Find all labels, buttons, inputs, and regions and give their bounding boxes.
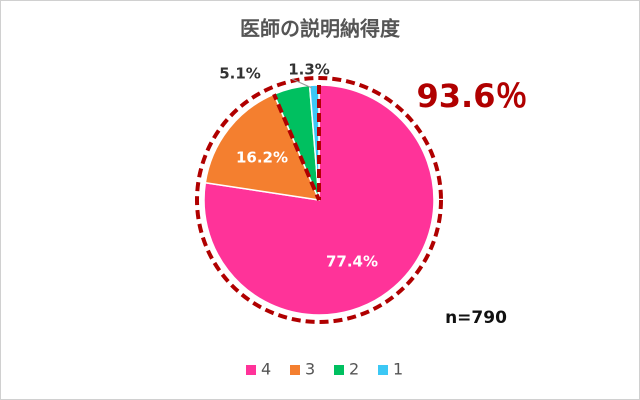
pie-slice	[203, 84, 435, 316]
data-label: 1.3%	[288, 61, 330, 79]
legend-label: 1	[393, 360, 403, 379]
legend-label: 2	[349, 360, 359, 379]
pie-slice	[204, 93, 321, 201]
legend-label: 3	[305, 360, 315, 379]
chart-title: 医師の説明納得度	[240, 17, 401, 41]
leader-line	[291, 78, 313, 89]
legend-swatch	[290, 365, 300, 375]
data-label: 5.1%	[219, 65, 261, 83]
highlight-outline	[272, 85, 321, 201]
annotation: 93.6％	[417, 77, 528, 115]
data-label: 16.2%	[236, 149, 288, 167]
legend-label: 4	[261, 360, 271, 379]
legend-swatch	[246, 365, 256, 375]
highlight-outline	[195, 76, 443, 324]
legend-swatch	[378, 365, 388, 375]
legend-swatch	[334, 365, 344, 375]
annotation: n=790	[445, 308, 507, 328]
data-label: 77.4%	[326, 253, 378, 271]
